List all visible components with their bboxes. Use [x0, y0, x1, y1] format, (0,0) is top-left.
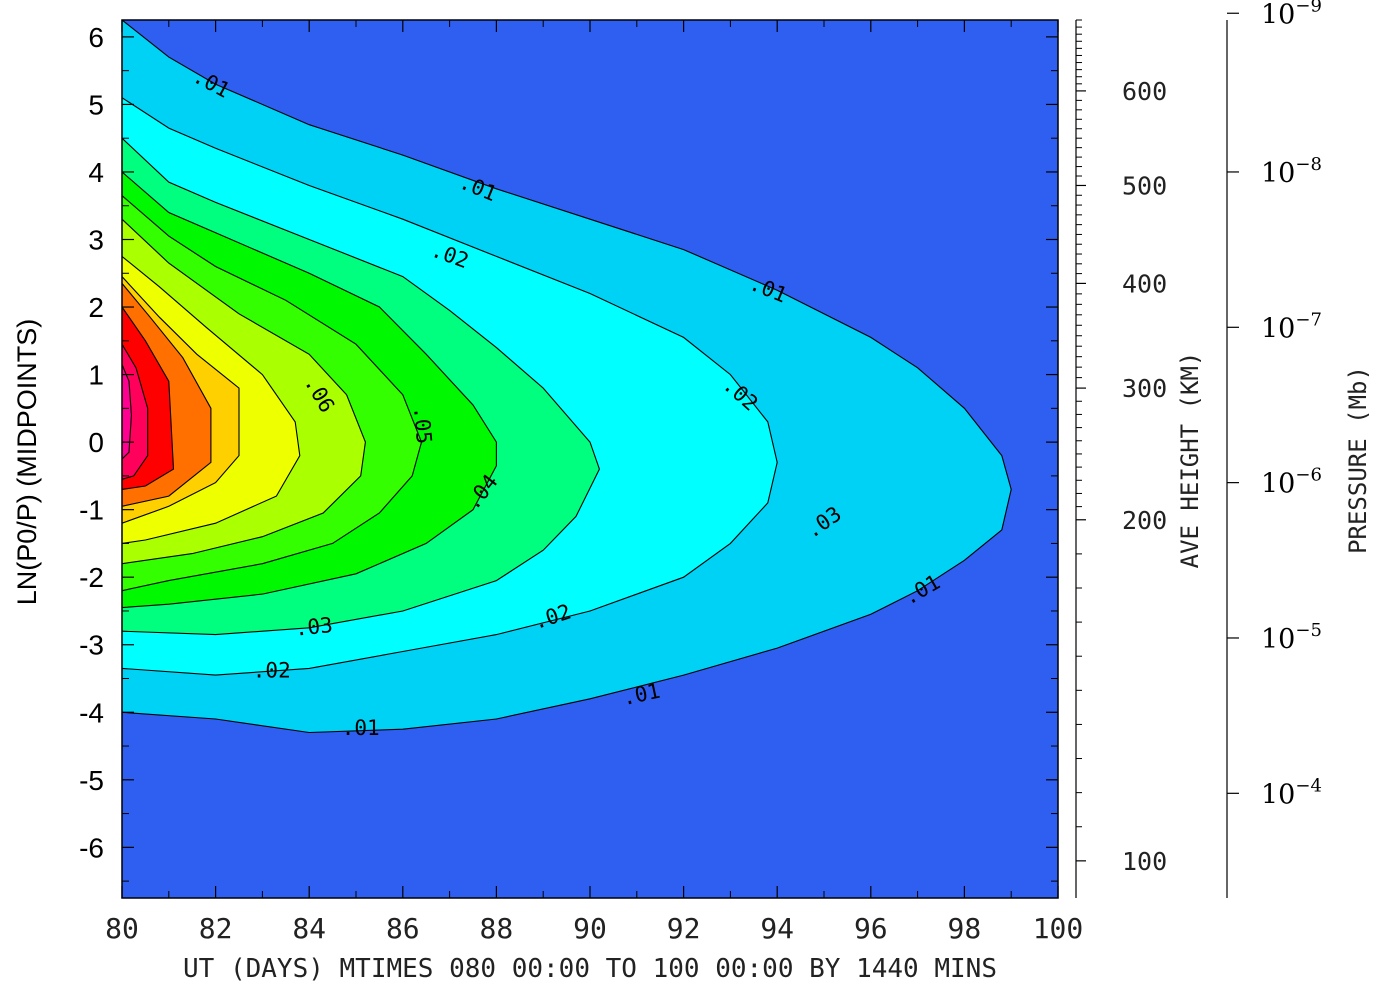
y-tick-label-0: 6: [88, 22, 104, 53]
contour-label-13: .05: [409, 405, 436, 445]
contour-line-10: [121, 343, 149, 480]
y-tick-label-2: 4: [88, 157, 104, 188]
contour-line-2: [121, 137, 600, 636]
y-tick-label-12: -6: [79, 832, 104, 863]
y-axis-label: LN(P0/P) (MIDPOINTS): [12, 319, 42, 606]
y-tick-label-6: 0: [88, 427, 104, 458]
x-tick-label-0: 80: [105, 912, 139, 945]
contour-line-3: [121, 171, 497, 609]
pressure-tick-label-5: 10−4: [1261, 775, 1322, 810]
y-axis: 6 5 4 3 2 1 0 -1 -2 -3 -4 -5 -6: [79, 22, 1058, 882]
contour-fills: [122, 20, 1058, 898]
contour-label-9: .02: [253, 659, 291, 683]
contour-line-5: [121, 218, 366, 565]
x-tick-label-8: 96: [854, 912, 888, 945]
contour-line-0: [121, 19, 1012, 734]
height-tick-label-2: 400: [1122, 269, 1167, 298]
x-axis-label: UT (DAYS) MTIMES 080 00:00 TO 100 00:00 …: [183, 954, 997, 984]
pressure-axis-label: PRESSURE (Mb): [1344, 366, 1372, 554]
height-axis: 600 500 400 300 200 100: [1075, 19, 1167, 898]
x-tick-label-5: 90: [573, 912, 607, 945]
contour-line-9: [121, 306, 175, 490]
contour-line-4: [121, 195, 423, 592]
contour-line-6: [121, 255, 301, 544]
y-tick-label-10: -4: [79, 697, 104, 728]
x-axis: 80 82 84 86 88 90 92 94 96 98 100: [105, 20, 1083, 945]
x-tick-label-7: 94: [760, 912, 794, 945]
x-tick-label-1: 82: [199, 912, 233, 945]
x-tick-label-3: 86: [386, 912, 420, 945]
y-tick-label-3: 3: [88, 225, 104, 256]
y-tick-label-4: 2: [88, 292, 104, 323]
height-tick-label-3: 300: [1122, 374, 1167, 403]
contour-line-11: [121, 364, 132, 460]
x-tick-label-2: 84: [292, 912, 326, 945]
contour-label-11: .03: [294, 613, 334, 641]
x-tick-label-9: 98: [948, 912, 982, 945]
pressure-tick-label-1: 10−8: [1261, 154, 1322, 189]
y-tick-label-1: 5: [88, 89, 104, 120]
height-axis-label: AVE HEIGHT (KM): [1176, 352, 1204, 569]
x-tick-label-6: 92: [667, 912, 701, 945]
pressure-tick-label-3: 10−6: [1261, 465, 1322, 500]
pressure-tick-label-2: 10−7: [1261, 309, 1322, 344]
height-tick-label-0: 600: [1122, 77, 1167, 106]
contour-label-5: .01: [342, 716, 380, 740]
height-tick-label-4: 200: [1122, 506, 1167, 535]
height-tick-label-1: 500: [1122, 171, 1167, 200]
contour-line-7: [121, 276, 240, 524]
y-tick-label-11: -5: [79, 765, 104, 796]
contour-lines: [121, 19, 1012, 734]
y-tick-label-8: -2: [79, 562, 104, 593]
y-tick-label-9: -3: [79, 630, 104, 661]
pressure-axis: 10−9 10−8 10−7 10−6 10−5 10−4: [1226, 0, 1322, 898]
y-tick-label-7: -1: [79, 495, 104, 526]
pressure-tick-label-4: 10−5: [1261, 620, 1322, 655]
y-tick-label-5: 1: [88, 360, 104, 391]
contour-line-1: [121, 97, 778, 676]
x-tick-label-4: 88: [480, 912, 514, 945]
x-tick-label-10: 100: [1033, 912, 1084, 945]
contour-line-8: [121, 283, 212, 507]
pressure-tick-label-0: 10−9: [1261, 0, 1322, 30]
height-tick-label-5: 100: [1122, 847, 1167, 876]
